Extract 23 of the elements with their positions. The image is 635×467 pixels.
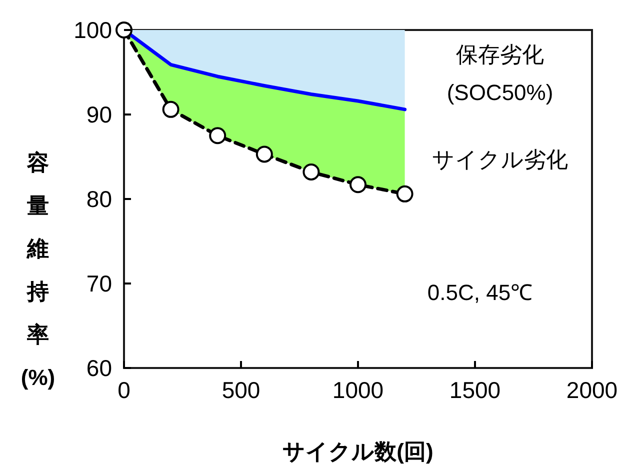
point (350, 176, 366, 194)
y-tick-label: 70 (86, 270, 112, 296)
annotation: 0.5C, 45℃ (427, 280, 533, 305)
annotation: 保存劣化 (456, 42, 544, 67)
point (302, 163, 320, 180)
y-tick-label: 100 (74, 17, 112, 43)
x-tick-label: 0 (118, 377, 130, 403)
point (116, 22, 132, 38)
point (162, 100, 180, 118)
y-tick-label: 60 (86, 355, 112, 381)
x-tick-label: 1500 (449, 377, 501, 403)
annotation: サイクル劣化 (432, 147, 568, 172)
x-tick-label: 500 (222, 377, 260, 403)
x-tick-label: 1000 (332, 377, 384, 403)
y-axis-title: 容量維持率(%) (20, 150, 56, 390)
y-tick-label: 90 (86, 102, 112, 128)
x-tick-label: 2000 (566, 377, 618, 403)
x-axis-title: サイクル数(回) (282, 439, 434, 464)
y-tick-label: 80 (86, 186, 112, 212)
point (256, 146, 273, 163)
point (396, 185, 414, 202)
annotation: (SOC50%) (446, 80, 554, 105)
point (209, 127, 226, 144)
